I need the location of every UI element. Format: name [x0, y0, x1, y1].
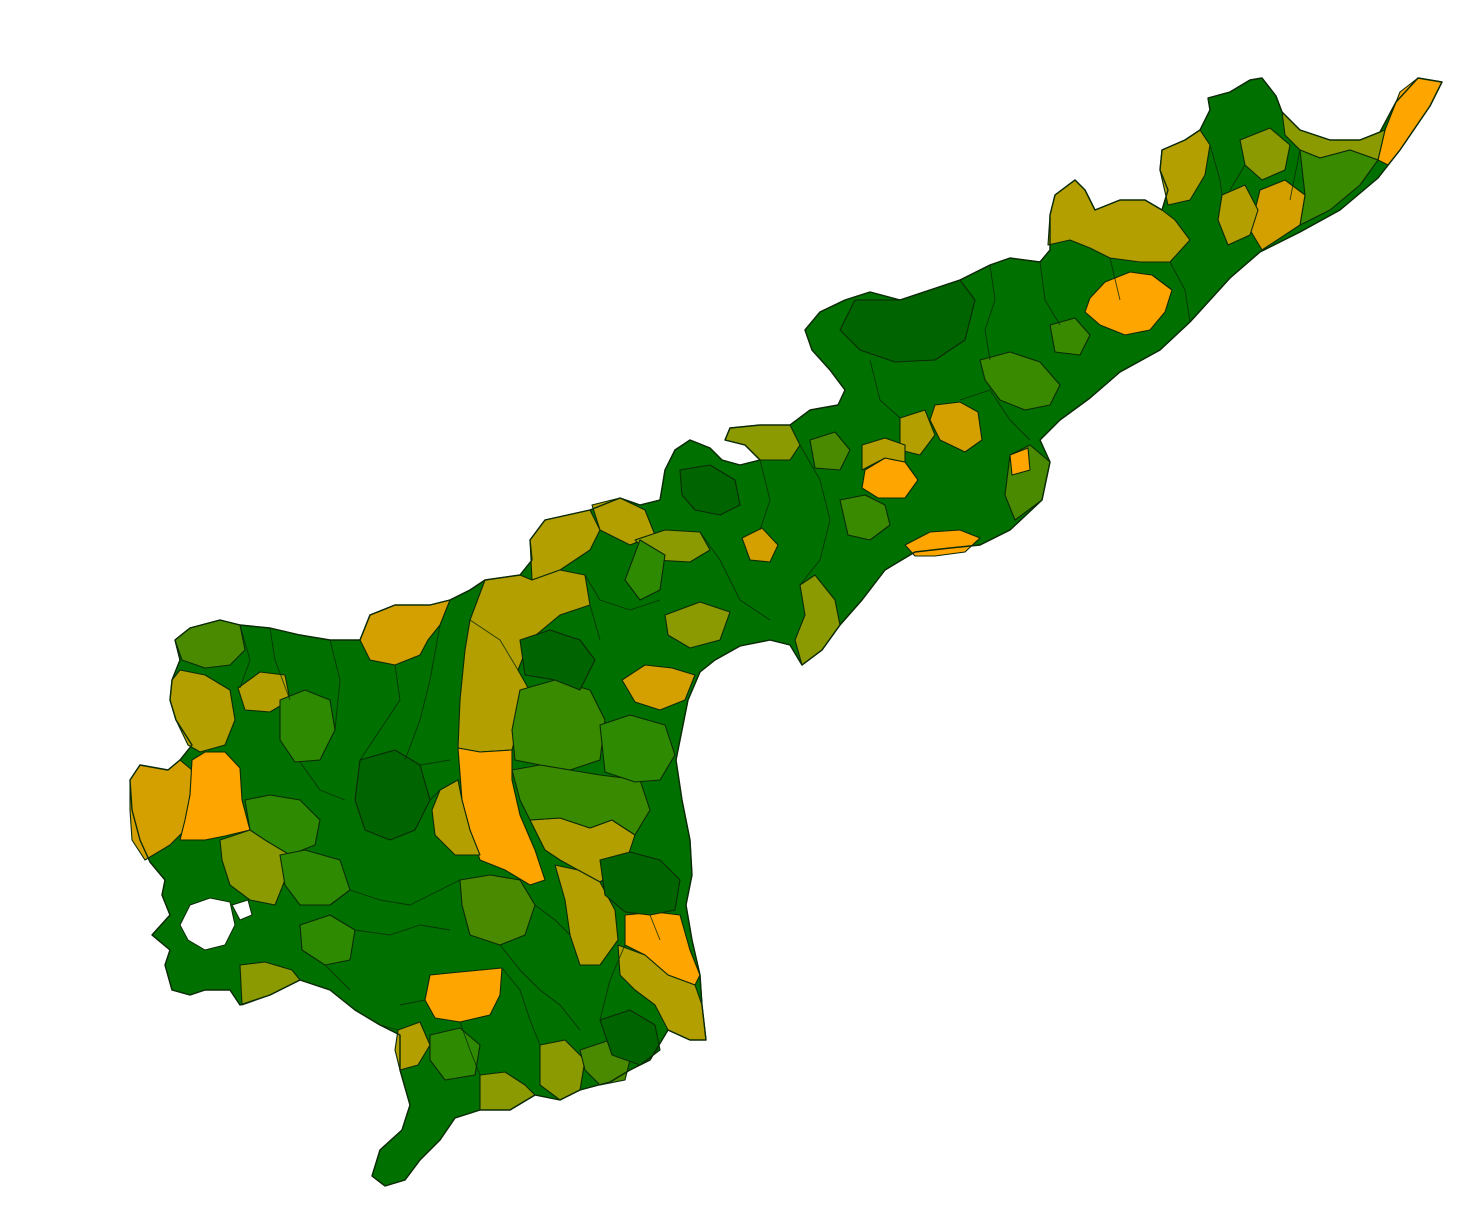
region-dark-green-3	[519, 629, 596, 691]
region-mid-green-5	[279, 849, 351, 906]
region-south-orange-1	[624, 911, 701, 986]
enclave-hole-small	[231, 899, 253, 921]
region-dark-green-2	[599, 851, 681, 916]
region-godavari-khaki-2	[861, 437, 906, 471]
region-north-orange	[1084, 271, 1173, 336]
inner-borders-central	[239, 574, 661, 801]
region-mid-green-14	[429, 1027, 481, 1081]
region-mid-green-11	[809, 431, 851, 471]
region-dark-green-5	[599, 1009, 661, 1066]
region-dark-green-4	[679, 464, 741, 516]
region-mid-green-2	[511, 764, 651, 836]
region-ne-khaki-2	[1217, 184, 1259, 246]
state-base-region	[129, 77, 1443, 1187]
region-central-khaki-band	[457, 569, 591, 753]
region-mid-green-3	[279, 689, 336, 763]
region-krishna-gold-2	[741, 527, 779, 563]
inner-borders-north	[699, 144, 1301, 621]
region-mid-green-4	[244, 794, 321, 856]
region-godavari-gold-1	[929, 401, 983, 453]
state-outline	[129, 77, 1443, 1187]
region-central-khaki-2	[431, 779, 481, 856]
region-south-khaki-4	[394, 1021, 431, 1071]
region-south-orange-2	[424, 967, 503, 1023]
region-south-khaki-2	[554, 864, 619, 966]
region-west-orange-1	[179, 751, 251, 841]
region-mid-green-12	[1049, 317, 1091, 356]
region-west-olive-green-1	[174, 619, 246, 669]
region-mid-green-9	[979, 351, 1061, 411]
enclave-hole	[179, 897, 236, 951]
region-mid-green-10	[839, 494, 891, 541]
region-krishna-gold-1	[621, 664, 696, 711]
region-krishna-olive-3	[664, 601, 731, 649]
region-godavari-orange-3	[1009, 447, 1031, 476]
region-mid-green-6	[459, 874, 536, 946]
region-dark-green-1	[354, 749, 431, 841]
region-mid-green-13	[299, 914, 356, 966]
region-west-khaki-1	[169, 669, 236, 753]
inner-borders-south	[324, 879, 661, 1076]
region-mid-green-1	[511, 679, 606, 771]
region-mid-green-8	[624, 539, 666, 601]
region-godavari-orange-2	[904, 529, 981, 557]
region-mid-green-7	[599, 714, 676, 783]
